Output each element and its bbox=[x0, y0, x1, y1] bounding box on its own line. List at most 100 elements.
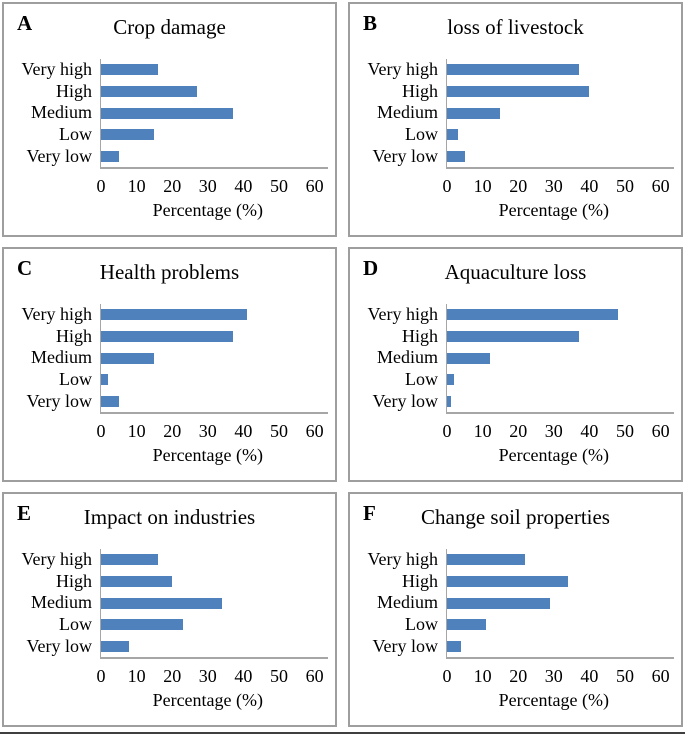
x-tick-label: 10 bbox=[127, 176, 146, 197]
category-label: High bbox=[56, 570, 92, 591]
x-axis-title: Percentage (%) bbox=[152, 200, 264, 221]
x-axis-title: Percentage (%) bbox=[152, 445, 264, 466]
bar bbox=[447, 395, 451, 407]
x-axis-title: Percentage (%) bbox=[498, 200, 610, 221]
category-label: Very high bbox=[367, 549, 439, 570]
x-tick-label: 0 bbox=[442, 421, 452, 442]
bottom-border-rule bbox=[0, 732, 685, 734]
x-tick-label: 20 bbox=[163, 176, 182, 197]
bar bbox=[447, 554, 526, 566]
bar bbox=[447, 331, 579, 343]
x-axis-line bbox=[99, 412, 328, 414]
category-label: Medium bbox=[31, 592, 92, 613]
x-tick-label: 30 bbox=[198, 421, 217, 442]
chart-title: Crop damage bbox=[113, 15, 226, 39]
bar bbox=[101, 597, 223, 609]
bar bbox=[101, 309, 247, 321]
y-axis-line bbox=[99, 549, 101, 658]
x-tick-label: 10 bbox=[473, 421, 492, 442]
bar bbox=[101, 352, 155, 364]
bar-chart: Very high High Medium Low Very low 0 10 20 30 40 5… bbox=[4, 304, 335, 476]
category-label: High bbox=[402, 325, 438, 346]
x-axis-title: Percentage (%) bbox=[498, 445, 610, 466]
bar bbox=[447, 597, 551, 609]
x-tick-label: 10 bbox=[127, 421, 146, 442]
x-tick-label: 40 bbox=[580, 176, 599, 197]
x-axis-line bbox=[445, 412, 674, 414]
bar bbox=[101, 107, 233, 119]
x-axis-line bbox=[99, 657, 328, 659]
category-label: Low bbox=[59, 123, 92, 144]
bar bbox=[101, 129, 155, 141]
x-tick-label: 60 bbox=[305, 421, 324, 442]
x-tick-label: 30 bbox=[544, 176, 563, 197]
panel-letter: F bbox=[363, 501, 376, 525]
bar bbox=[101, 86, 198, 98]
chart-panel-d: D Aquaculture loss Very high High Medium Lo… bbox=[348, 247, 683, 482]
x-tick-label: 50 bbox=[270, 666, 288, 687]
bar bbox=[447, 576, 569, 588]
chart-panel-f: F Change soil properties Very high High Me… bbox=[348, 492, 683, 727]
category-label: High bbox=[56, 80, 92, 101]
category-label: Low bbox=[405, 123, 438, 144]
bar bbox=[447, 352, 490, 364]
bar bbox=[447, 86, 590, 98]
y-axis-line bbox=[445, 549, 447, 658]
bar bbox=[101, 374, 109, 386]
category-label: Medium bbox=[377, 347, 438, 368]
panel-letter: D bbox=[363, 256, 379, 280]
panel-letter: B bbox=[363, 11, 378, 35]
bar bbox=[101, 395, 119, 407]
category-label: Very low bbox=[26, 635, 93, 656]
category-label: Low bbox=[405, 613, 438, 634]
bar bbox=[447, 129, 458, 141]
x-tick-label: 20 bbox=[509, 666, 528, 687]
x-tick-label: 30 bbox=[544, 421, 563, 442]
bar bbox=[447, 64, 579, 76]
category-label: Very high bbox=[367, 59, 439, 80]
y-axis-line bbox=[99, 304, 101, 413]
x-tick-label: 0 bbox=[442, 176, 452, 197]
x-tick-label: 50 bbox=[616, 176, 634, 197]
category-label: Very high bbox=[21, 549, 93, 570]
panel-letter: E bbox=[17, 501, 32, 525]
category-label: Medium bbox=[31, 347, 92, 368]
x-tick-label: 50 bbox=[616, 666, 634, 687]
x-tick-label: 40 bbox=[580, 666, 599, 687]
category-label: Very low bbox=[372, 145, 439, 166]
bar bbox=[447, 640, 462, 652]
bar bbox=[101, 576, 173, 588]
x-axis-title: Percentage (%) bbox=[498, 690, 610, 711]
x-tick-label: 40 bbox=[580, 421, 599, 442]
category-label: Medium bbox=[377, 102, 438, 123]
x-tick-label: 20 bbox=[163, 666, 182, 687]
chart-title: Health problems bbox=[99, 260, 240, 284]
x-tick-label: 40 bbox=[234, 666, 253, 687]
bar-chart: Very high High Medium Low Very low 0 10 20 30 40 5… bbox=[350, 59, 681, 231]
bar bbox=[447, 374, 455, 386]
x-tick-label: 40 bbox=[234, 176, 253, 197]
bar bbox=[101, 150, 119, 162]
chart-panel-e: E Impact on industries Very high High Medi… bbox=[2, 492, 337, 727]
chart-title: Change soil properties bbox=[421, 505, 610, 529]
x-tick-label: 20 bbox=[163, 421, 182, 442]
x-tick-label: 50 bbox=[616, 421, 634, 442]
panel-letter: C bbox=[17, 256, 33, 280]
x-tick-label: 10 bbox=[473, 176, 492, 197]
x-axis-title: Percentage (%) bbox=[152, 690, 264, 711]
category-label: Low bbox=[59, 368, 92, 389]
x-tick-label: 10 bbox=[473, 666, 492, 687]
bar bbox=[447, 619, 487, 631]
chart-grid: A Crop damage Very high High Medium Low Very… bbox=[2, 2, 683, 727]
y-axis-line bbox=[445, 304, 447, 413]
bar bbox=[101, 64, 158, 76]
x-axis-line bbox=[99, 167, 328, 169]
category-label: Low bbox=[59, 613, 92, 634]
panel-letter: A bbox=[17, 11, 33, 35]
x-tick-label: 20 bbox=[509, 421, 528, 442]
category-label: Very low bbox=[372, 390, 439, 411]
chart-title: Impact on industries bbox=[83, 505, 256, 529]
x-tick-label: 50 bbox=[270, 421, 288, 442]
bar bbox=[447, 309, 618, 321]
